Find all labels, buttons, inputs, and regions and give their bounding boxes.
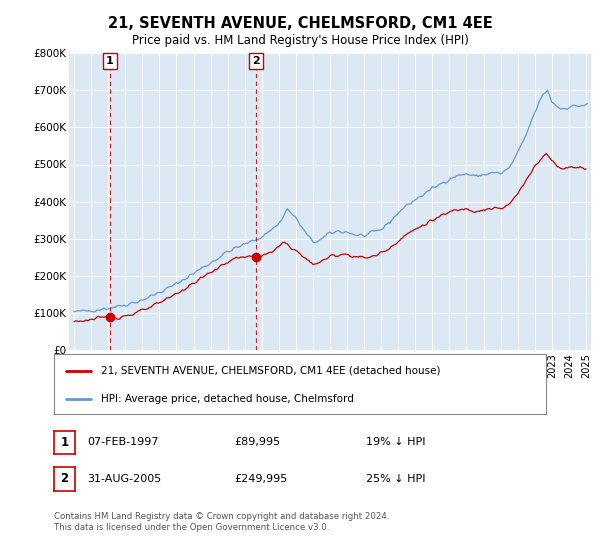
Text: HPI: Average price, detached house, Chelmsford: HPI: Average price, detached house, Chel…: [101, 394, 353, 404]
Text: 25% ↓ HPI: 25% ↓ HPI: [366, 474, 425, 484]
Text: 2: 2: [252, 56, 260, 66]
Text: 21, SEVENTH AVENUE, CHELMSFORD, CM1 4EE (detached house): 21, SEVENTH AVENUE, CHELMSFORD, CM1 4EE …: [101, 366, 440, 376]
Text: 31-AUG-2005: 31-AUG-2005: [87, 474, 161, 484]
Text: £89,995: £89,995: [234, 437, 280, 447]
Text: Contains HM Land Registry data © Crown copyright and database right 2024.
This d: Contains HM Land Registry data © Crown c…: [54, 512, 389, 532]
Text: 1: 1: [61, 436, 68, 449]
Text: 1: 1: [106, 56, 114, 66]
Text: 19% ↓ HPI: 19% ↓ HPI: [366, 437, 425, 447]
Text: Price paid vs. HM Land Registry's House Price Index (HPI): Price paid vs. HM Land Registry's House …: [131, 34, 469, 46]
Text: 07-FEB-1997: 07-FEB-1997: [87, 437, 158, 447]
Text: 2: 2: [61, 472, 68, 486]
Text: £249,995: £249,995: [234, 474, 287, 484]
Text: 21, SEVENTH AVENUE, CHELMSFORD, CM1 4EE: 21, SEVENTH AVENUE, CHELMSFORD, CM1 4EE: [107, 16, 493, 31]
